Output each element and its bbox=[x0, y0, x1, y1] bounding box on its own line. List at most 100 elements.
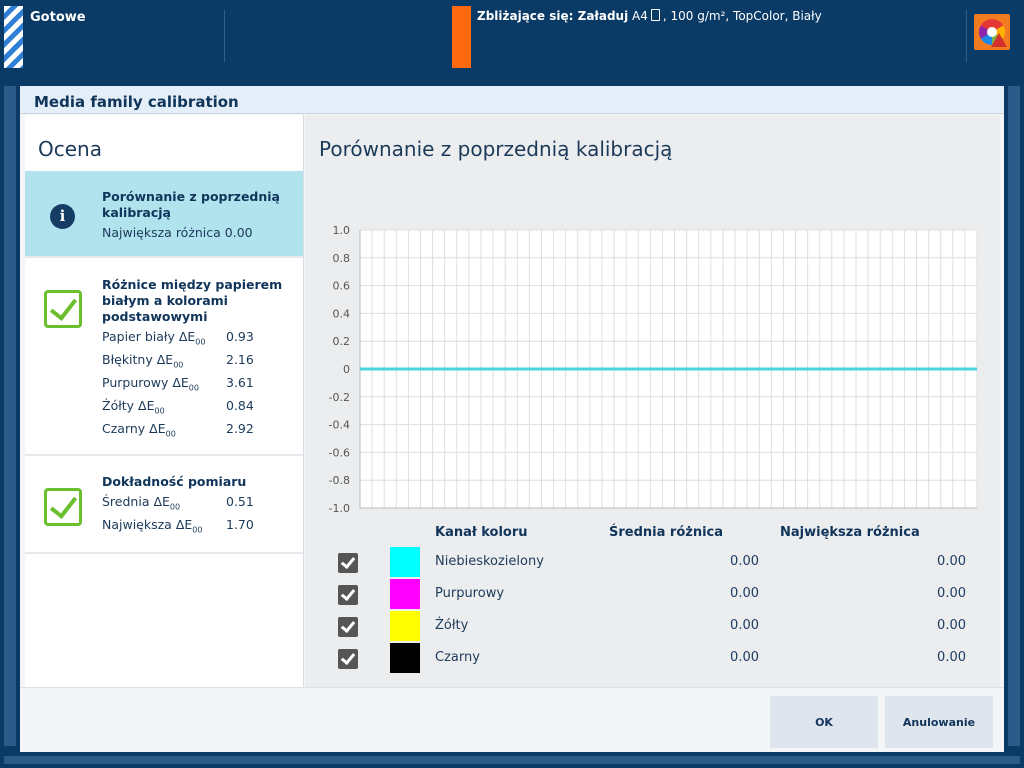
x-tick-label: 10 bbox=[371, 514, 390, 515]
channel-checkbox[interactable] bbox=[338, 617, 358, 637]
metric-value: 0.51 bbox=[226, 494, 254, 509]
channel-name: Czarny bbox=[435, 650, 480, 665]
x-tick-label: 240 bbox=[923, 514, 946, 515]
dialog-footer: OK Anulowanie bbox=[20, 687, 1004, 752]
metric-value: 1.70 bbox=[226, 517, 254, 532]
header-channel: Kanał koloru bbox=[435, 525, 528, 540]
y-tick-label: -0.8 bbox=[329, 474, 350, 487]
metric-label: Papier biały ΔE00 bbox=[102, 329, 206, 347]
x-tick-label: 100 bbox=[585, 514, 608, 515]
comparison-chart: 1.00.80.60.40.20-0.2-0.4-0.6-0.8-1.00102… bbox=[329, 224, 978, 515]
x-tick-label: 50 bbox=[468, 514, 487, 515]
channel-name: Niebieskozielony bbox=[435, 554, 544, 569]
metric-value: 2.16 bbox=[226, 352, 254, 367]
x-tick-label: 250 bbox=[948, 514, 971, 515]
page-icon bbox=[650, 9, 660, 21]
metric-row: Błękitny ΔE00 2.16 bbox=[102, 352, 292, 370]
channel-max: 0.00 bbox=[937, 586, 966, 601]
header-avg: Średnia różnica bbox=[609, 525, 724, 540]
comparison-panel: Porównanie z poprzednią kalibracją 1.0 0.… bbox=[305, 115, 1000, 687]
info-icon: i bbox=[50, 204, 75, 229]
eval-item-measurement-accuracy[interactable]: Dokładność pomiaru Średnia ΔE00 0.51 Naj… bbox=[25, 458, 303, 554]
eval-item-comparison[interactable]: i Porównanie z poprzednią kalibracją Naj… bbox=[25, 171, 303, 258]
upcoming-media: A4 bbox=[632, 9, 648, 23]
x-tick-label: 80 bbox=[540, 514, 559, 515]
x-tick-label: 40 bbox=[444, 514, 463, 515]
channel-row-black: Czarny 0.00 0.00 bbox=[305, 643, 1000, 675]
x-tick-label: 110 bbox=[609, 514, 632, 515]
x-tick-label: 0 bbox=[351, 514, 366, 515]
y-tick-label: 0.6 bbox=[333, 280, 351, 293]
ok-button[interactable]: OK bbox=[770, 696, 878, 748]
y-tick-label: -0.6 bbox=[329, 446, 350, 459]
x-tick-label: 120 bbox=[633, 514, 656, 515]
evaluation-heading: Ocena bbox=[38, 137, 102, 161]
dialog-header: Media family calibration bbox=[20, 86, 1004, 114]
metric-row: Żółty ΔE00 0.84 bbox=[102, 398, 292, 416]
channel-row-cyan: Niebieskozielony 0.00 0.00 bbox=[305, 547, 1000, 579]
metric-value: 3.61 bbox=[226, 375, 254, 390]
metric-label: Purpurowy ΔE00 bbox=[102, 375, 199, 393]
x-tick-label: 90 bbox=[565, 514, 584, 515]
printer-status[interactable]: Gotowe bbox=[30, 10, 86, 25]
channel-name: Purpurowy bbox=[435, 586, 505, 601]
metric-row: Purpurowy ΔE00 3.61 bbox=[102, 375, 292, 393]
job-marker bbox=[452, 6, 471, 68]
x-tick-label: 30 bbox=[419, 514, 438, 515]
background-panel bbox=[4, 756, 1020, 764]
eval-item-title: Dokładność pomiaru bbox=[102, 474, 247, 489]
divider bbox=[224, 10, 225, 62]
wheel-center bbox=[987, 27, 997, 37]
status-bar: Gotowe Zbliżające się: Załaduj A4 , 100 g… bbox=[0, 0, 1024, 78]
metric-label: Czarny ΔE00 bbox=[102, 421, 176, 439]
y-tick-label: 0 bbox=[343, 363, 350, 376]
eval-item-paper-differences[interactable]: Różnice między papierem białym a koloram… bbox=[25, 259, 303, 456]
channel-checkbox[interactable] bbox=[338, 553, 358, 573]
y-tick-label: -0.2 bbox=[329, 391, 350, 404]
x-tick-label: 230 bbox=[899, 514, 922, 515]
x-tick-label: 210 bbox=[851, 514, 874, 515]
channel-name: Żółty bbox=[435, 618, 469, 633]
x-tick-label: 60 bbox=[492, 514, 511, 515]
check-icon bbox=[44, 290, 82, 328]
x-tick-label: 140 bbox=[682, 514, 705, 515]
y-tick-label: -0.4 bbox=[329, 419, 350, 432]
eval-item-title: Porównanie z poprzednią kalibracją bbox=[102, 189, 280, 220]
x-tick-label: 170 bbox=[754, 514, 777, 515]
channel-max: 0.00 bbox=[937, 554, 966, 569]
y-tick-label: 0.2 bbox=[333, 335, 351, 348]
color-swatch bbox=[390, 547, 420, 577]
channel-checkbox[interactable] bbox=[338, 585, 358, 605]
channel-checkbox[interactable] bbox=[338, 649, 358, 669]
cancel-button[interactable]: Anulowanie bbox=[885, 696, 993, 748]
status-stripes-icon[interactable] bbox=[4, 6, 23, 68]
metric-row: Średnia ΔE00 0.51 bbox=[102, 494, 292, 512]
color-swatch bbox=[390, 611, 420, 641]
divider bbox=[966, 10, 967, 62]
metric-row: Największa ΔE00 1.70 bbox=[102, 517, 292, 535]
warning-icon bbox=[991, 33, 1007, 47]
metric-label: Średnia ΔE00 bbox=[102, 494, 181, 512]
x-tick-label: 180 bbox=[778, 514, 801, 515]
y-tick-label: 0.8 bbox=[333, 252, 351, 265]
metric-value: 0.93 bbox=[226, 329, 254, 344]
color-wheel-warning-icon[interactable] bbox=[974, 14, 1010, 50]
metric-label: Błękitny ΔE00 bbox=[102, 352, 184, 370]
x-tick-label: 200 bbox=[827, 514, 850, 515]
check-icon bbox=[44, 488, 82, 526]
dialog-title: Media family calibration bbox=[34, 93, 239, 111]
calibration-dialog: Media family calibration Ocena i Porówna… bbox=[20, 86, 1004, 752]
upcoming-job[interactable]: Zbliżające się: Załaduj A4 , 100 g/m², To… bbox=[477, 9, 822, 23]
channel-avg: 0.00 bbox=[730, 554, 759, 569]
channel-row-magenta: Purpurowy 0.00 0.00 bbox=[305, 579, 1000, 611]
background-panel bbox=[4, 86, 16, 746]
x-tick-label: 150 bbox=[706, 514, 729, 515]
channel-max: 0.00 bbox=[937, 618, 966, 633]
channel-avg: 0.00 bbox=[730, 618, 759, 633]
evaluation-panel: Ocena i Porównanie z poprzednią kalibrac… bbox=[25, 115, 304, 687]
comparison-title: Porównanie z poprzednią kalibracją bbox=[319, 137, 673, 161]
metric-value: 0.84 bbox=[226, 398, 254, 413]
background-panel bbox=[1008, 86, 1020, 746]
eval-item-subtitle: Największa różnica 0.00 bbox=[102, 225, 253, 240]
channel-avg: 0.00 bbox=[730, 650, 759, 665]
